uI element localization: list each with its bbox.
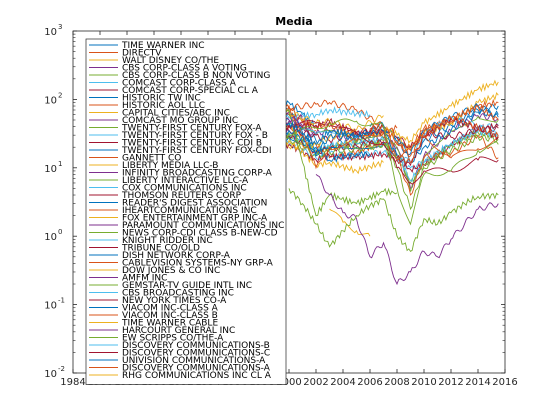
series-line-43 — [275, 121, 371, 146]
legend-entry: NEW YORK TIMES CO-A — [122, 296, 227, 306]
x-tick-label: 2006 — [357, 377, 382, 388]
legend-entry: CAPITAL CITIES/ABC INC — [122, 109, 230, 119]
series-line-45 — [329, 208, 371, 237]
y-tick-label: 10 — [44, 301, 57, 312]
legend-entry: GANNETT CO — [122, 154, 181, 164]
series-line-37 — [369, 104, 499, 158]
y-tick-label: 10 — [44, 232, 57, 243]
legend-entry: PARAMOUNT COMMUNICATIONS INC — [122, 221, 284, 231]
legend-entry: TWENTY-FIRST CENTURY FOX-CDI — [121, 146, 272, 156]
legend-entry: LIBERTY INTERACTIVE LLC-A — [122, 176, 249, 186]
series-line-30 — [275, 104, 499, 170]
legend-entry: HARCOURT GENERAL INC — [122, 326, 235, 336]
y-tick-label: 10 — [44, 369, 57, 380]
series-line-44 — [396, 114, 499, 164]
legend-entry: GEMSTAR-TV GUIDE INTL INC — [122, 281, 252, 291]
y-tick-label: 10 — [44, 164, 57, 175]
legend-entry: COMCAST CORP-CLASS A — [122, 79, 237, 89]
legend-entry: RHG COMMUNICATIONS INC CL A — [122, 371, 272, 381]
series-line-33 — [275, 108, 398, 217]
x-tick-label: 2004 — [330, 377, 355, 388]
legend-entry: HISTORIC AOL LLC — [122, 101, 205, 111]
series-line-40 — [275, 118, 499, 226]
legend-entry: DISCOVERY COMMUNICATIONS-A — [122, 364, 271, 374]
x-tick-label: 2016 — [492, 377, 517, 388]
legend-entry: DOW JONES & CO INC — [122, 266, 220, 276]
legend-entry: CBS CORP-CLASS B NON VOTING — [122, 71, 270, 81]
series-line-47 — [288, 188, 499, 253]
legend-entry: DISH NETWORK CORP-A — [122, 251, 231, 261]
legend-entry: THOMSON REUTERS CORP — [121, 191, 242, 201]
x-tick-label: 2014 — [465, 377, 490, 388]
x-tick-label: 2012 — [438, 377, 463, 388]
legend-entry: IHEARTCOMMUNICATIONS INC — [122, 206, 257, 216]
legend-entry: CBS BROADCASTING INC — [122, 289, 234, 299]
legend-entry: TWENTY-FIRST CENTURY- CDI B — [121, 139, 262, 149]
legend-entry: FOX ENTERTAINMENT GRP INC-A — [122, 214, 268, 224]
legend-entry: TIME WARNER CABLE — [121, 319, 218, 329]
x-tick-label: 2010 — [411, 377, 436, 388]
legend-entry: NEWS CORP-CDI CLASS B-NEW-CD — [122, 229, 278, 239]
legend-entry: CABLEVISION SYSTEMS-NY GRP-A — [122, 259, 274, 269]
series-line-7 — [275, 122, 499, 173]
y-tick-exponent: -2 — [58, 365, 65, 373]
legend-entry: DISCOVERY COMMUNICATIONS-C — [122, 349, 270, 359]
legend-entry: VIACOM INC-CLASS B — [122, 311, 218, 321]
legend-entry: CBS CORP-CLASS A VOTING — [122, 64, 247, 74]
legend-entry: DIRECTV — [122, 49, 162, 59]
legend-entry: HISTORIC TW INC — [122, 94, 201, 104]
legend-entry: KNIGHT RIDDER INC — [122, 236, 213, 246]
legend-entry: EW SCRIPPS CO/THE-A — [122, 334, 224, 344]
legend-entry: TWENTY-FIRST CENTURY FOX - B — [121, 131, 268, 141]
y-tick-exponent: 3 — [58, 23, 62, 31]
legend-entry: TWENTY-FIRST CENTURY FOX-A — [121, 124, 262, 134]
legend-entry: COX COMMUNICATIONS INC — [122, 184, 247, 194]
legend-entry: TIME WARNER INC — [121, 41, 205, 51]
y-tick-exponent: 1 — [58, 160, 62, 168]
x-tick-label: 2002 — [303, 377, 328, 388]
series-line-46 — [315, 174, 499, 286]
legend-entry: VIACOM INC-CLASS A — [122, 304, 219, 314]
legend-entry: WALT DISNEY CO/THE — [122, 56, 219, 66]
legend-entry: AMFM INC — [122, 274, 167, 284]
y-tick-label: 10 — [44, 27, 57, 38]
legend-entry: COMCAST MO GROUP INC — [122, 116, 238, 126]
series-line-36 — [369, 102, 499, 156]
legend-entry: READER'S DIGEST ASSOCIATION — [122, 199, 267, 209]
y-tick-exponent: 2 — [58, 91, 62, 99]
legend-entry: DISCOVERY COMMUNICATIONS-B — [122, 341, 270, 351]
y-tick-exponent: -1 — [58, 297, 65, 305]
y-tick-label: 10 — [44, 95, 57, 106]
legend-box — [85, 38, 287, 385]
series-line-38 — [383, 79, 499, 144]
series-line-15 — [275, 136, 398, 159]
legend-entry: INFINITY BROADCASTING CORP-A — [122, 169, 273, 179]
x-tick-label: 2008 — [384, 377, 409, 388]
series-line-27 — [275, 106, 371, 124]
x-tick-label: 2000 — [276, 377, 301, 388]
series-line-35 — [275, 120, 499, 185]
y-tick-exponent: 0 — [58, 228, 62, 236]
legend-entry: TRIBUNE CO/OLD — [121, 244, 200, 254]
legend-entry: LIBERTY MEDIA LLC-B — [122, 161, 218, 171]
legend-entry: COMCAST CORP-SPECIAL CL A — [122, 86, 259, 96]
chart-title: Media — [275, 15, 312, 28]
legend-entry: UNIVISION COMMUNICATIONS-A — [122, 356, 266, 366]
x-tick-label: 1984 — [60, 377, 85, 388]
